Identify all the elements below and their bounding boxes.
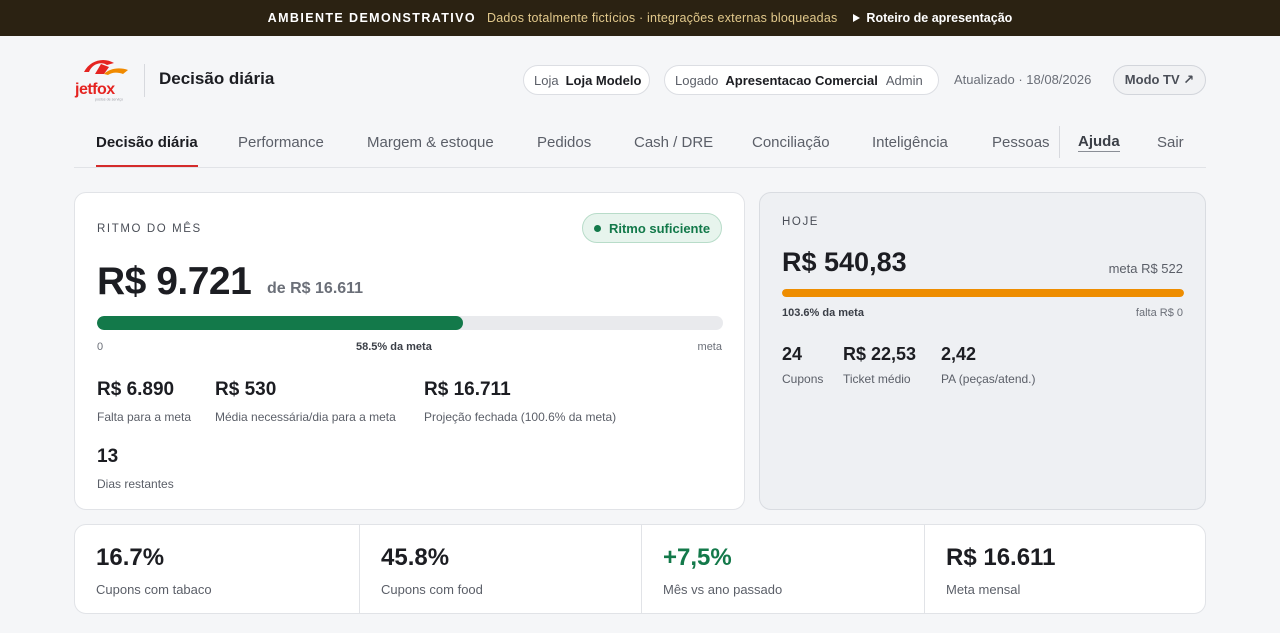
today-goal: meta R$ 522 [1108,261,1183,276]
today-metric-ticket: R$ 22,53 Ticket médio [843,344,916,386]
user-label: Logado [675,72,719,88]
metric-projection: R$ 16.711 Projeção fechada (100.6% da me… [424,379,616,424]
metric-remaining: R$ 6.890 Falta para a meta [97,379,191,424]
play-icon [853,14,861,22]
tab-conciliacao[interactable]: Conciliação [752,134,830,151]
today-metric-pa: 2,42 PA (peças/atend.) [941,344,1036,386]
metric-value: 24 [782,344,803,364]
presentation-script-link[interactable]: Roteiro de apresentação [853,11,1012,25]
store-value: Loja Modelo [565,72,642,88]
kpi-yoy: +7,5% Mês vs ano passado [641,525,924,613]
tab-pessoas[interactable]: Pessoas [992,134,1050,151]
month-sales-value: R$ 9.721 [97,260,252,303]
bar-start-label: 0 [97,341,104,353]
kpi-label: Mês vs ano passado [663,582,783,597]
logo-wordmark: jetfox [74,81,115,98]
month-section-label: RITMO DO MÊS [97,223,202,235]
metric-label: Média necessária/dia para a meta [215,410,396,424]
store-selector[interactable]: Loja Loja Modelo [523,65,650,95]
kpi-value: 16.7% [96,544,165,571]
month-pace-card: RITMO DO MÊS Ritmo suficiente R$ 9.721 d… [74,192,745,510]
metric-label: PA (peças/atend.) [941,372,1036,386]
today-progress-fill [782,289,1184,297]
today-progress-bar [782,289,1184,297]
today-percent-label: 103.6% da meta [782,307,864,319]
logout-link[interactable]: Sair [1157,134,1184,151]
metric-daily-needed: R$ 530 Média necessária/dia para a meta [215,379,396,424]
metric-value: R$ 6.890 [97,379,175,400]
main-nav: Decisão diária Performance Margem & esto… [74,124,1206,168]
nav-divider [1059,126,1060,158]
store-label: Loja [534,72,559,88]
tv-mode-button[interactable]: Modo TV ↗ [1113,65,1206,95]
tab-decisao-diaria[interactable]: Decisão diária [96,134,198,167]
page-title: Decisão diária [159,69,275,88]
today-metric-coupons: 24 Cupons [782,344,823,386]
demo-banner-label: AMBIENTE DEMONSTRATIVO [267,11,477,25]
metric-value: 2,42 [941,344,977,364]
bar-percent-label: 58.5% da meta [356,341,432,353]
today-sales-value: R$ 540,83 [782,247,907,277]
last-updated: Atualizado · 18/08/2026 [954,72,1092,87]
kpi-value: R$ 16.611 [946,544,1056,571]
tab-pedidos[interactable]: Pedidos [537,134,592,151]
tab-margem-estoque[interactable]: Margem & estoque [367,134,494,151]
status-text: Ritmo suficiente [608,220,711,236]
metric-label: Falta para a meta [97,410,192,424]
month-progress-fill [97,316,464,330]
jetfox-logo[interactable]: jetfox postos de serviço [74,56,130,102]
status-dot-icon [593,224,601,232]
logo-tagline: postos de serviço [95,98,123,102]
kpi-strip: 16.7% Cupons com tabaco 45.8% Cupons com… [74,524,1206,614]
metric-value: R$ 22,53 [843,344,917,364]
month-progress-bar [97,316,723,330]
bar-end-label: meta [697,341,722,353]
header: jetfox postos de serviço Decisão diária … [74,56,1206,104]
user-name: Apresentacao Comercial [725,72,878,88]
help-link[interactable]: Ajuda [1078,133,1120,152]
demo-banner: AMBIENTE DEMONSTRATIVO Dados totalmente … [0,0,1280,36]
today-card: HOJE R$ 540,83 meta R$ 522 103.6% da met… [759,192,1206,510]
tab-performance[interactable]: Performance [238,134,324,151]
kpi-label: Cupons com tabaco [96,582,212,597]
today-missing-label: falta R$ 0 [1135,307,1183,319]
demo-banner-note: Dados totalmente fictícios · integrações… [487,11,838,25]
metric-value: 13 [97,446,119,467]
tab-inteligencia[interactable]: Inteligência [872,134,948,151]
kpi-tobacco: 16.7% Cupons com tabaco [75,525,359,613]
metric-value: R$ 530 [215,379,277,400]
status-badge: Ritmo suficiente [582,213,722,243]
presentation-script-label: Roteiro de apresentação [866,11,1013,25]
kpi-label: Cupons com food [381,582,483,597]
metric-label: Projeção fechada (100.6% da meta) [424,410,617,424]
metric-label: Ticket médio [843,372,911,386]
user-badge[interactable]: Logado Apresentacao Comercial Admin [664,65,939,95]
kpi-food: 45.8% Cupons com food [359,525,641,613]
today-section-label: HOJE [782,216,820,228]
kpi-label: Meta mensal [946,582,1021,597]
kpi-value: +7,5% [663,544,732,571]
kpi-monthly-goal: R$ 16.611 Meta mensal [924,525,1205,613]
metric-label: Dias restantes [97,477,174,491]
metric-days-left: 13 Dias restantes [97,446,174,491]
kpi-value: 45.8% [381,544,450,571]
metric-label: Cupons [782,372,824,386]
month-goal-text: de R$ 16.611 [267,280,364,297]
metric-value: R$ 16.711 [424,379,511,400]
user-role: Admin [885,72,923,88]
tab-cash-dre[interactable]: Cash / DRE [634,134,714,151]
header-divider [144,64,145,97]
